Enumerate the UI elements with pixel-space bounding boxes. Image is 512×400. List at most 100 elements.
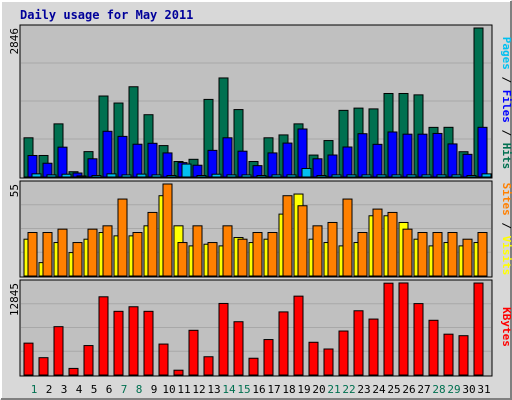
bar-kbytes-day-12 (188, 329, 199, 376)
legend-item: / (500, 216, 512, 236)
bar-kbytes-day-18 (278, 311, 289, 376)
bar-sites-day-9 (147, 211, 158, 277)
bar-files-day-20 (312, 158, 323, 178)
day-label-21: 21 (327, 383, 340, 396)
day-label-16: 16 (252, 383, 265, 396)
bar-pages-day-1 (31, 173, 42, 178)
day-label-7: 7 (121, 383, 128, 396)
bar-pages-day-27 (421, 174, 432, 178)
bar-sites-day-20 (312, 225, 323, 277)
legend-hits-files-pages: Pages / Files / Hits (500, 37, 512, 170)
bar-files-day-5 (87, 158, 98, 178)
bar-kbytes-day-26 (398, 282, 409, 376)
bar-files-day-3 (57, 146, 68, 178)
bar-files-day-17 (267, 152, 278, 178)
bar-pages-day-11 (181, 163, 192, 178)
bar-kbytes-day-28 (428, 319, 439, 376)
bar-files-day-14 (222, 137, 233, 178)
bar-sites-day-5 (87, 228, 98, 277)
bar-files-day-22 (342, 146, 353, 178)
day-label-5: 5 (91, 383, 98, 396)
bar-pages-day-20 (316, 175, 327, 178)
bar-pages-day-17 (271, 174, 282, 178)
y-max-label-visits-sites: 55 (8, 184, 21, 197)
bar-pages-day-9 (151, 174, 162, 178)
bar-kbytes-day-10 (158, 343, 169, 376)
bar-pages-day-22 (346, 174, 357, 178)
bar-pages-day-18 (286, 174, 297, 178)
bar-files-day-31 (477, 126, 488, 178)
day-label-9: 9 (151, 383, 158, 396)
legend-item: Files (500, 90, 512, 123)
legend-item: / (500, 123, 512, 143)
bar-pages-day-3 (61, 173, 72, 178)
bar-files-day-8 (132, 143, 143, 178)
day-label-31: 31 (477, 383, 490, 396)
bar-sites-day-22 (342, 198, 353, 277)
bar-kbytes-day-16 (248, 357, 259, 376)
bar-files-day-9 (147, 142, 158, 178)
bar-pages-day-2 (46, 174, 57, 178)
bar-pages-day-10 (166, 175, 177, 178)
y-max-label-hits-files-pages: 2846 (8, 28, 21, 55)
bar-sites-day-27 (417, 232, 428, 277)
bar-pages-day-7 (121, 174, 132, 178)
bar-kbytes-day-8 (128, 306, 139, 376)
day-label-28: 28 (432, 383, 445, 396)
bar-kbytes-day-15 (233, 321, 244, 376)
bar-kbytes-day-13 (203, 356, 214, 376)
bar-kbytes-day-11 (173, 369, 184, 376)
bar-sites-day-24 (372, 208, 383, 277)
bar-kbytes-day-1 (23, 342, 34, 376)
bar-kbytes-day-29 (443, 333, 454, 376)
bar-files-day-25 (387, 131, 398, 178)
bar-kbytes-day-19 (293, 295, 304, 376)
bar-pages-day-16 (256, 175, 267, 178)
bar-kbytes-day-21 (323, 348, 334, 376)
legend-item: Pages (500, 37, 512, 70)
bar-sites-day-8 (132, 232, 143, 277)
legends: Pages / Files / Hits Sites / Visits KBytes (500, 37, 512, 347)
bar-pages-day-29 (451, 174, 462, 178)
day-label-14: 14 (222, 383, 236, 396)
bar-pages-day-13 (211, 173, 222, 178)
legend-item: Hits (500, 143, 512, 170)
bar-files-day-15 (237, 150, 248, 178)
bar-sites-day-30 (462, 238, 473, 277)
bar-pages-day-21 (331, 174, 342, 178)
bar-kbytes-day-2 (38, 357, 49, 376)
bar-pages-day-14 (226, 174, 237, 178)
bar-sites-day-31 (477, 232, 488, 277)
bar-kbytes-day-31 (473, 282, 484, 376)
day-label-4: 4 (76, 383, 83, 396)
bar-sites-day-26 (402, 228, 413, 277)
bar-pages-day-28 (436, 174, 447, 178)
bar-kbytes-day-27 (413, 303, 424, 376)
bar-sites-day-16 (252, 232, 263, 277)
legend-kbytes: KBytes (500, 307, 512, 347)
day-label-1: 1 (31, 383, 38, 396)
x-axis-day-labels: 1 2 3 4 5 6 7 8 9 10 11 12 13 14 15 16 17 18 19 20 21 22 23 24 2… (31, 383, 491, 396)
bar-sites-day-25 (387, 211, 398, 277)
day-label-19: 19 (297, 383, 310, 396)
bar-pages-day-8 (136, 173, 147, 178)
bar-pages-day-30 (466, 175, 477, 178)
bar-kbytes-day-23 (353, 310, 364, 376)
day-label-8: 8 (136, 383, 143, 396)
day-label-15: 15 (237, 383, 250, 396)
day-label-29: 29 (447, 383, 460, 396)
y-max-label-kbytes: 12845 (8, 283, 21, 316)
bar-sites-day-3 (57, 228, 68, 277)
bar-sites-day-18 (282, 195, 293, 277)
legend-item: KBytes (500, 307, 512, 347)
day-label-24: 24 (372, 383, 386, 396)
bar-kbytes-day-9 (143, 310, 154, 376)
bar-pages-day-25 (391, 174, 402, 178)
day-label-30: 30 (462, 383, 475, 396)
bar-kbytes-day-24 (368, 318, 379, 376)
day-label-20: 20 (312, 383, 325, 396)
bar-files-day-6 (102, 130, 113, 178)
bar-files-day-28 (432, 132, 443, 178)
bar-kbytes-day-25 (383, 282, 394, 376)
bar-files-day-10 (162, 152, 173, 178)
